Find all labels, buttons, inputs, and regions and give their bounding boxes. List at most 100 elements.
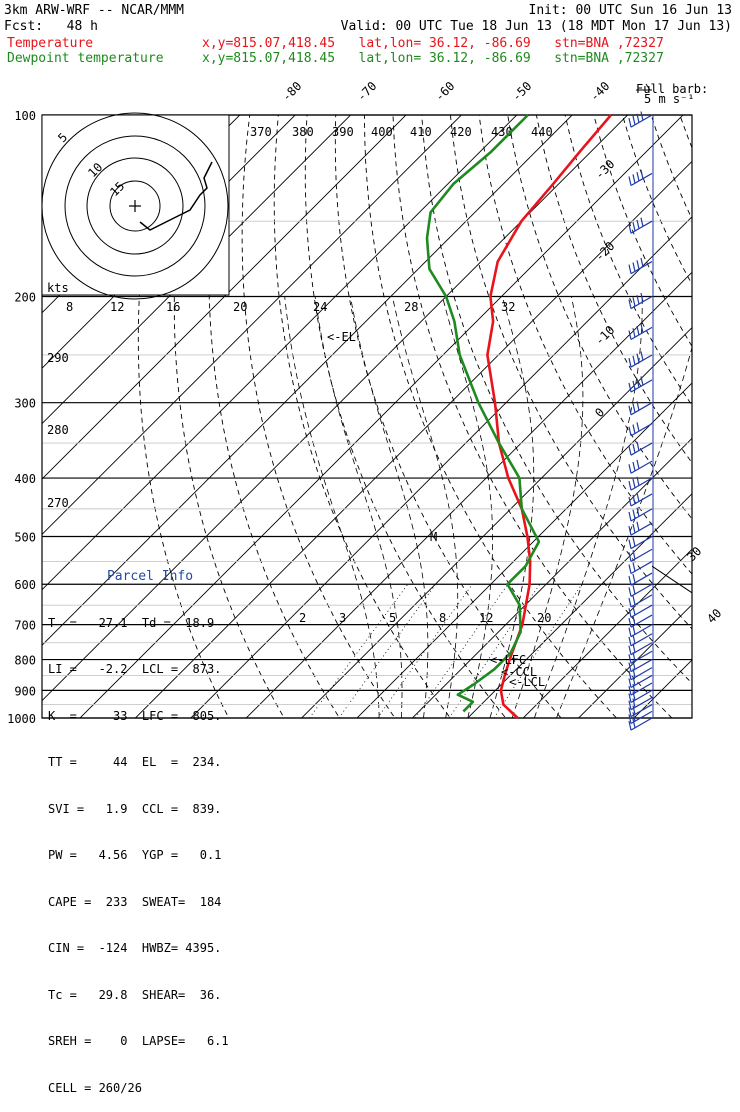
wind-barb <box>629 293 652 309</box>
wind-barb-feather <box>633 222 635 231</box>
mixing-ratio-label: 20 <box>537 611 551 625</box>
hodograph-speed-axis-label: kts <box>47 281 69 295</box>
wind-barb-feather <box>633 425 635 434</box>
speed-tick-label: 32 <box>501 300 515 314</box>
wind-barb-feather <box>629 608 631 617</box>
isotherm-label: -60 <box>432 79 457 104</box>
parcel-row: CIN = -124 HWBZ= 4395. <box>48 941 246 957</box>
dry-adiabat <box>680 115 740 731</box>
theta-label: 440 <box>531 125 553 139</box>
parcel-row: T = 27.1 Td = 18.9 <box>48 616 246 632</box>
wind-barb-feather <box>633 356 635 365</box>
isotherm-line <box>344 87 740 730</box>
wind-barb-feather <box>629 512 631 521</box>
moist-adiabat <box>315 297 402 719</box>
parcel-row: TT = 44 EL = 234. <box>48 755 246 771</box>
wind-barb-feather <box>641 112 643 121</box>
parcel-row: SREH = 0 LAPSE= 6.1 <box>48 1034 246 1050</box>
parcel-row: K = 33 LFC = 805. <box>48 709 246 725</box>
mixing-ratio-label: 2 <box>299 611 306 625</box>
isotherm-label: -20 <box>592 239 617 264</box>
wind-barb-feather <box>633 510 635 519</box>
wind-barb-feather <box>629 628 631 637</box>
dry-adiabat <box>508 115 740 731</box>
theta-label: 420 <box>450 125 472 139</box>
wind-barb-feather <box>629 118 631 127</box>
isotherm-line <box>400 87 740 730</box>
barb-legend-units: 5 m s⁻¹ <box>644 92 695 106</box>
wind-barb <box>629 170 652 186</box>
wind-barb <box>629 573 652 585</box>
wind-barb <box>629 522 652 535</box>
wind-barb <box>629 561 652 573</box>
level-annotation: <-EL <box>327 330 356 344</box>
wind-barb-feather <box>629 427 631 436</box>
speed-tick-label: 24 <box>313 300 327 314</box>
wind-barb-feather <box>633 524 635 533</box>
mixing-ratio-line <box>310 584 408 718</box>
wind-barb <box>629 705 652 717</box>
isotherm-label: -30 <box>592 157 617 182</box>
moist-adiabat <box>442 297 492 719</box>
wind-barb <box>629 351 652 367</box>
theta-label: 380 <box>292 125 314 139</box>
chart-edge <box>652 566 692 718</box>
wind-barb-feather <box>633 262 635 271</box>
dry-adiabat <box>594 115 740 731</box>
wind-barb-feather <box>641 258 643 267</box>
wind-barb-feather <box>629 177 631 186</box>
wind-barb <box>629 536 652 548</box>
wind-barb-feather <box>641 351 643 360</box>
dry-adiabat <box>274 115 460 731</box>
speed-tick-label: 12 <box>110 300 124 314</box>
pressure-tick-label: 700 <box>14 619 36 633</box>
speed-tick-label: 28 <box>404 300 418 314</box>
theta-label: 390 <box>332 125 354 139</box>
theta-label: 270 <box>47 496 69 510</box>
wind-barb-feather <box>633 174 635 183</box>
wind-barb-feather <box>629 565 631 574</box>
wind-barb-feather <box>633 644 635 653</box>
parcel-info-box: Parcel Info T = 27.1 Td = 18.9 LI = -2.2… <box>48 538 246 1112</box>
isotherm-label: -40 <box>587 79 612 104</box>
wind-barb-feather <box>633 116 635 125</box>
mixing-ratio-label: 12 <box>479 611 493 625</box>
wind-barb <box>629 549 652 561</box>
pressure-tick-label: 600 <box>14 578 36 592</box>
wind-barb-feather <box>637 422 639 431</box>
theta-label: 370 <box>250 125 272 139</box>
wind-barb <box>629 493 652 506</box>
isotherm-label: 0 <box>592 405 607 420</box>
pressure-tick-label: 300 <box>14 397 36 411</box>
pressure-tick-label: 100 <box>14 109 36 123</box>
wind-barb-feather <box>633 574 635 583</box>
parcel-row: PW = 4.56 YGP = 0.1 <box>48 848 246 864</box>
wind-barb-feather <box>629 637 631 646</box>
wind-barb-feather <box>629 446 631 455</box>
dry-adiabat <box>305 115 516 731</box>
wind-barb-feather <box>637 522 639 531</box>
theta-label: 280 <box>47 423 69 437</box>
wind-barb <box>629 401 652 414</box>
wind-barb-feather <box>637 493 639 502</box>
wind-barb-feather <box>633 562 635 571</box>
wind-barb-feather <box>633 479 635 488</box>
mixing-ratio-label: 5 <box>389 611 396 625</box>
mixing-ratio-label: 8 <box>439 611 446 625</box>
wind-barb-feather <box>633 462 635 471</box>
wind-barb <box>629 422 652 435</box>
wind-barb <box>629 584 652 596</box>
parcel-row: CAPE = 233 SWEAT= 184 <box>48 895 246 911</box>
wind-barb-feather <box>633 404 635 413</box>
isotherm-label: -80 <box>279 79 304 104</box>
wind-barb-feather <box>629 587 631 596</box>
wind-barb-feather <box>637 326 639 335</box>
wind-barb-feather <box>629 265 631 274</box>
pressure-tick-label: 900 <box>14 684 36 698</box>
wind-barb-feather <box>629 481 631 490</box>
theta-label: 410 <box>410 125 432 139</box>
wind-barb-feather <box>637 172 639 181</box>
speed-tick-label: 8 <box>66 300 73 314</box>
wind-barb <box>629 460 652 473</box>
pressure-tick-label: 800 <box>14 654 36 668</box>
